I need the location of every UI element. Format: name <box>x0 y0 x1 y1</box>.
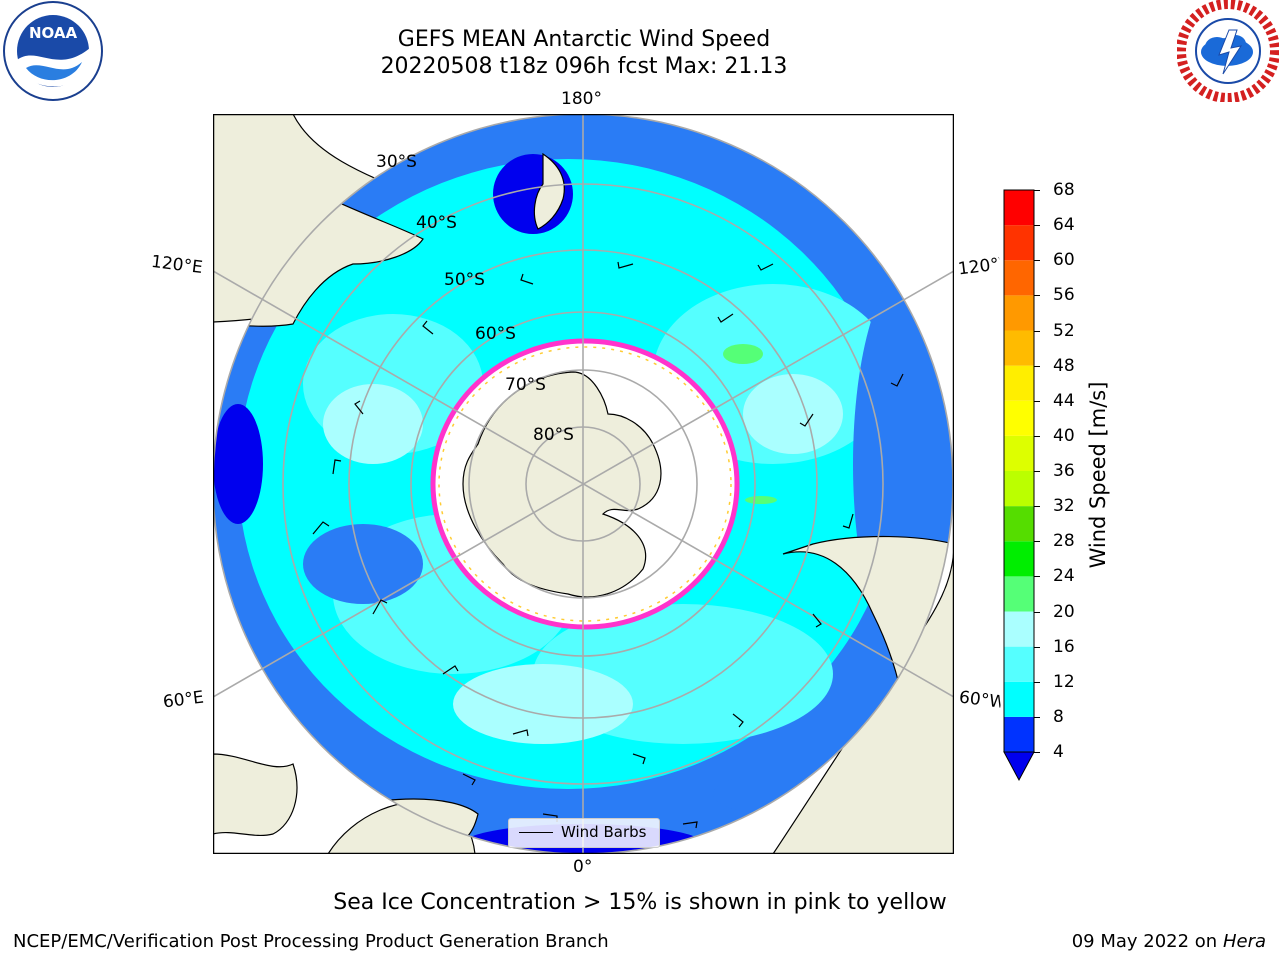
colorbar-swatch <box>1004 190 1034 226</box>
colorbar-swatch <box>1004 471 1034 507</box>
colorbar-tick-label: 8 <box>1053 706 1064 727</box>
colorbar-tick-label: 44 <box>1053 390 1075 411</box>
colorbar-swatch <box>1004 260 1034 296</box>
colorbar-tick-label: 64 <box>1053 215 1075 236</box>
lat-label-50s: 50°S <box>444 270 485 290</box>
colorbar <box>1000 186 1040 786</box>
colorbar-swatch <box>1004 330 1034 366</box>
lon-label-60e: 60°E <box>161 687 205 713</box>
colorbar-tick-mark <box>1034 541 1040 543</box>
colorbar-tick-label: 16 <box>1053 636 1075 657</box>
footer-date: 09 May 2022 on Hera <box>1072 931 1266 952</box>
colorbar-tick-mark <box>1034 295 1040 297</box>
colorbar-tick-mark <box>1034 330 1040 332</box>
sea-ice-caption: Sea Ice Concentration > 15% is shown in … <box>333 890 947 915</box>
colorbar-tick-label: 4 <box>1053 742 1064 762</box>
colorbar-tick-mark <box>1034 400 1040 402</box>
footer-date-text: 09 May 2022 on <box>1071 931 1218 952</box>
map-title: GEFS MEAN Antarctic Wind Speed <box>397 27 771 52</box>
colorbar-tick-label: 40 <box>1053 425 1075 446</box>
nws-logo-icon <box>1176 0 1280 103</box>
lat-label-40s: 40°S <box>416 213 457 233</box>
colorbar-tick-mark <box>1034 225 1040 227</box>
colorbar-swatch <box>1004 716 1034 752</box>
colorbar-tick-mark <box>1034 190 1040 191</box>
colorbar-tick-mark <box>1034 576 1040 578</box>
colorbar-tick-mark <box>1034 365 1040 367</box>
colorbar-tick-mark <box>1034 435 1040 437</box>
colorbar-tick-label: 60 <box>1053 250 1075 271</box>
lat-label-30s: 30°S <box>376 152 417 172</box>
colorbar-tick-label: 36 <box>1053 461 1075 481</box>
colorbar-swatch <box>1004 506 1034 542</box>
lon-label-120e: 120°E <box>149 251 204 279</box>
colorbar-swatch <box>1004 681 1034 717</box>
colorbar-tick-label: 20 <box>1053 601 1075 622</box>
lon-label-0: 0° <box>573 857 593 877</box>
colorbar-tick-label: 48 <box>1053 355 1075 376</box>
map-subtitle: 20220508 t18z 096h fcst Max: 21.13 <box>380 54 788 79</box>
wind-barbs-legend-label: Wind Barbs <box>561 823 647 841</box>
colorbar-swatch <box>1004 225 1034 261</box>
colorbar-tick-mark <box>1034 611 1040 613</box>
colorbar-tick-mark <box>1034 646 1040 648</box>
colorbar-tick-label: 24 <box>1053 566 1075 587</box>
colorbar-tick-mark <box>1034 716 1040 718</box>
colorbar-tick-label: 32 <box>1053 496 1075 517</box>
footer-credit: NCEP/EMC/Verification Post Processing Pr… <box>13 931 609 952</box>
noaa-logo-icon: NOAA <box>2 0 104 102</box>
polar-map-canvas <box>212 113 955 855</box>
colorbar-swatch <box>1004 646 1034 682</box>
colorbar-swatch <box>1004 365 1034 401</box>
colorbar-tick-mark <box>1034 752 1040 753</box>
colorbar-tick-mark <box>1034 681 1040 683</box>
colorbar-swatches <box>1003 189 1035 782</box>
colorbar-swatch <box>1004 295 1034 331</box>
noaa-logo-text: NOAA <box>29 24 78 42</box>
footer-host: Hera <box>1222 931 1266 952</box>
colorbar-under-triangle <box>1003 751 1035 782</box>
wind-speed-field <box>213 114 953 854</box>
colorbar-tick-label: 12 <box>1053 671 1075 692</box>
map-legend: Wind Barbs <box>508 818 660 848</box>
lat-label-70s: 70°S <box>505 375 546 395</box>
colorbar-label: Wind Speed [m/s] <box>1086 381 1110 569</box>
lat-label-60s: 60°S <box>475 324 516 344</box>
colorbar-swatch <box>1004 400 1034 436</box>
lon-label-180: 180° <box>561 89 602 109</box>
colorbar-tick-label: 52 <box>1053 320 1075 341</box>
wind-barbs-legend-line <box>519 832 553 833</box>
lon-label-60w: 60°W <box>957 687 1003 713</box>
colorbar-tick-mark <box>1034 260 1040 262</box>
colorbar-tick-label: 28 <box>1053 531 1075 552</box>
colorbar-tick-mark <box>1034 471 1040 472</box>
colorbar-tick-mark <box>1034 506 1040 508</box>
colorbar-swatch <box>1004 541 1034 577</box>
polar-map: Wind Barbs <box>212 113 955 855</box>
colorbar-swatch <box>1004 576 1034 612</box>
lon-label-120w: 120°W <box>956 254 1002 280</box>
colorbar-tick-label: 56 <box>1053 285 1075 306</box>
colorbar-swatch <box>1004 435 1034 471</box>
colorbar-swatch <box>1004 611 1034 647</box>
colorbar-tick-label: 68 <box>1053 180 1075 200</box>
lat-label-80s: 80°S <box>533 425 574 445</box>
wind-barbs <box>312 261 904 829</box>
